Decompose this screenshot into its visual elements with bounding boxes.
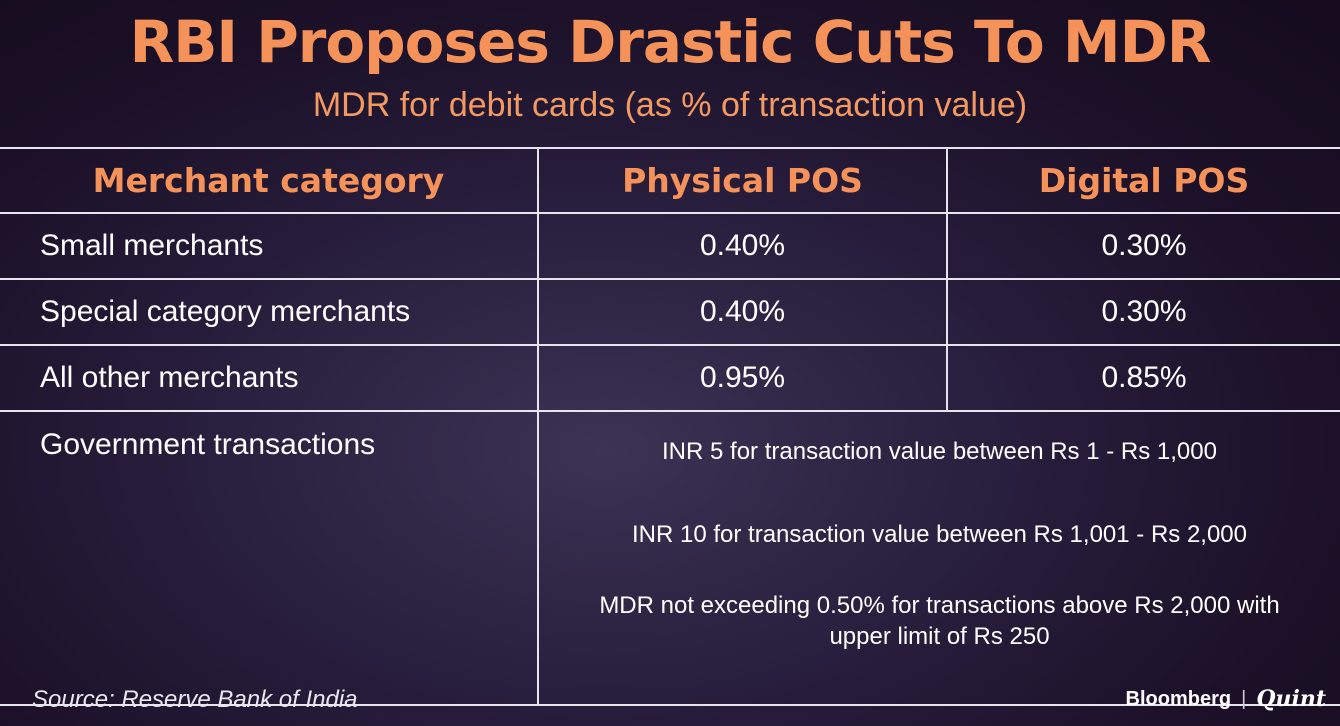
brand-logo: Bloomberg | Quint (1126, 686, 1326, 712)
header-digital-pos: Digital POS (946, 147, 1340, 214)
brand-quint: Quint (1256, 686, 1326, 712)
header-physical-pos: Physical POS (537, 147, 948, 214)
category-cell: All other merchants (0, 344, 539, 412)
category-cell: Government transactions (0, 410, 539, 706)
table-header-row: Merchant category Physical POS Digital P… (0, 147, 1340, 214)
government-notes-cell: INR 5 for transaction value between Rs 1… (537, 410, 1340, 706)
mdr-table: Merchant category Physical POS Digital P… (0, 147, 1340, 706)
government-note: INR 5 for transaction value between Rs 1… (662, 438, 1217, 465)
table-row: All other merchants 0.95% 0.85% (0, 344, 1340, 412)
government-note: MDR not exceeding 0.50% for transactions… (599, 592, 1280, 650)
page-title: RBI Proposes Drastic Cuts To MDR (129, 8, 1212, 76)
government-row: Government transactions INR 5 for transa… (0, 410, 1340, 706)
government-note: INR 10 for transaction value between Rs … (632, 521, 1247, 548)
government-notes: INR 5 for transaction value between Rs 1… (540, 413, 1340, 652)
digital-pos-cell: 0.30% (946, 212, 1340, 280)
physical-pos-cell: 0.40% (537, 278, 948, 346)
brand-bloomberg: Bloomberg (1125, 687, 1232, 710)
table-row: Small merchants 0.40% 0.30% (0, 212, 1340, 280)
page-subtitle: MDR for debit cards (as % of transaction… (312, 86, 1028, 124)
category-cell: Special category merchants (0, 278, 539, 346)
brand-separator: | (1241, 687, 1247, 710)
category-cell: Small merchants (0, 212, 539, 280)
physical-pos-cell: 0.40% (537, 212, 948, 280)
header-merchant-category: Merchant category (0, 147, 539, 214)
table-row: Special category merchants 0.40% 0.30% (0, 278, 1340, 346)
digital-pos-cell: 0.30% (946, 278, 1340, 346)
digital-pos-cell: 0.85% (946, 344, 1340, 412)
source-note: Source: Reserve Bank of India (32, 686, 358, 713)
physical-pos-cell: 0.95% (537, 344, 948, 412)
